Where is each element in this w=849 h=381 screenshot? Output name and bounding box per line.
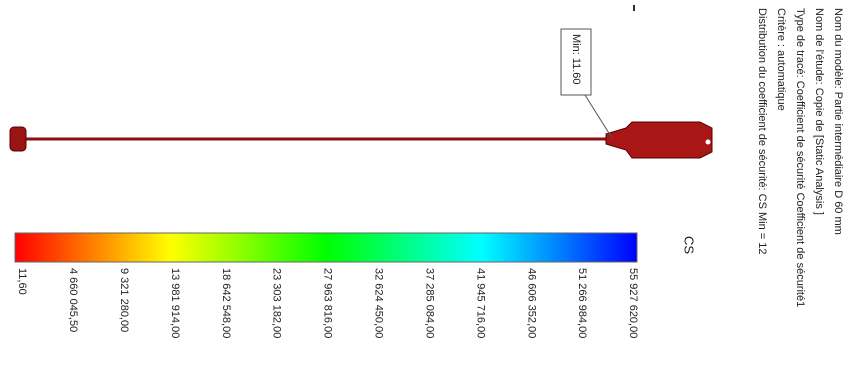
info-line: Critère : automatique <box>775 8 787 111</box>
legend-label: 46 606 352,00 <box>525 268 537 338</box>
legend-label: 32 624 450,00 <box>373 268 385 338</box>
legend-label: 23 303 182,00 <box>271 268 283 338</box>
legend-label: 51 266 984,00 <box>576 268 588 338</box>
info-line: Nom du modèle: Partie intermédiaire D 60… <box>832 8 844 235</box>
legend-label: 27 963 816,00 <box>322 268 334 338</box>
left-end <box>10 127 26 151</box>
legend-label: 4 660 045,50 <box>67 268 79 332</box>
legend-label: 41 945 716,00 <box>474 268 486 338</box>
min-label: Min: 11.60 <box>570 34 582 85</box>
info-line: Nom de l'étude: Copie de [Static Analysi… <box>813 8 825 215</box>
legend-label: 55 927 620,00 <box>627 268 639 338</box>
legend-label: 37 285 084,00 <box>423 268 435 338</box>
legend-title: CS <box>682 236 697 254</box>
info-line: Type de tracé: Coefficient de sécurité C… <box>794 8 806 307</box>
legend-label: 13 981 914,00 <box>169 268 181 338</box>
result-view: Min: 11.60 CS Nom du modèle: Partie inte… <box>0 0 849 381</box>
legend-label: 18 642 548,00 <box>220 268 232 338</box>
min-marker <box>706 140 711 145</box>
info-line: Distribution du coefficient de sécurité:… <box>756 8 768 255</box>
colorbar <box>15 233 637 262</box>
legend-label: 9 321 280,00 <box>118 268 130 332</box>
legend-label: 11,60 <box>16 268 28 295</box>
